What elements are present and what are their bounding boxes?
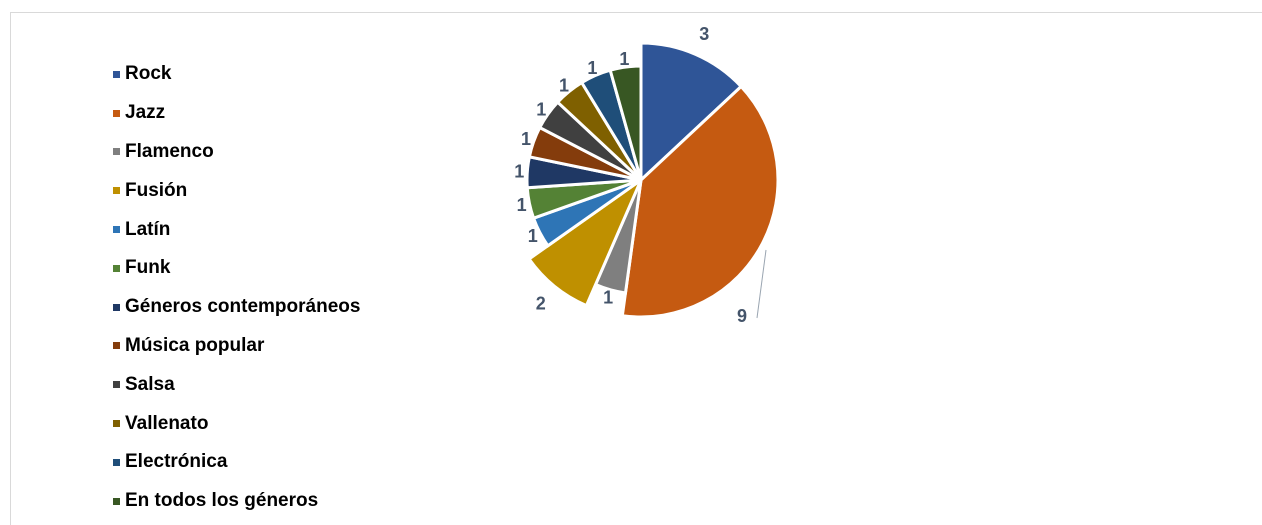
legend-item-rock: Rock xyxy=(113,55,360,94)
legend-label: Géneros contemporáneos xyxy=(125,296,361,318)
legend-swatch xyxy=(113,187,120,195)
legend-item-vallenato: Vallenato xyxy=(113,404,360,443)
pie-slice-jazz xyxy=(620,84,780,319)
pie-slice-fusion xyxy=(526,175,645,308)
chart-frame xyxy=(10,12,1262,525)
data-label-vallenato: 1 xyxy=(559,75,569,95)
data-label-musica-popular: 1 xyxy=(521,129,531,149)
data-label-flamenco: 1 xyxy=(603,288,613,308)
legend-label: Jazz xyxy=(125,102,166,124)
legend-item-funk: Funk xyxy=(113,249,360,288)
data-label-fusion: 2 xyxy=(536,293,546,313)
data-label-rock: 3 xyxy=(699,24,709,44)
legend-item-musica-popular: Música popular xyxy=(113,327,360,366)
legend-swatch xyxy=(113,420,120,428)
data-label-funk: 1 xyxy=(517,195,527,215)
chart-legend: Rock Jazz Flamenco Fusión Latín Funk Géneros c… xyxy=(113,55,360,521)
legend-label: Funk xyxy=(125,257,171,279)
legend-label: Electrónica xyxy=(125,451,228,473)
legend-item-flamenco: Flamenco xyxy=(113,133,360,172)
legend-swatch xyxy=(113,109,120,117)
legend-item-en-todos-los-generos: En todos los géneros xyxy=(113,482,360,521)
legend-item-electronica: Electrónica xyxy=(113,443,360,482)
legend-swatch xyxy=(113,70,120,78)
legend-label: En todos los géneros xyxy=(125,490,319,512)
legend-label: Vallenato xyxy=(125,412,209,434)
legend-item-fusion: Fusión xyxy=(113,171,360,210)
legend-item-jazz: Jazz xyxy=(113,94,360,133)
data-label-jazz: 9 xyxy=(737,306,747,326)
legend-label: Rock xyxy=(125,63,172,85)
legend-item-latin: Latín xyxy=(113,210,360,249)
legend-swatch xyxy=(113,264,120,272)
leader-line xyxy=(756,249,767,319)
legend-item-generos-contemporaneos: Géneros contemporáneos xyxy=(113,288,360,327)
data-label-latin: 1 xyxy=(528,226,538,246)
pie-slice-rock xyxy=(639,41,744,184)
legend-swatch xyxy=(113,226,120,234)
legend-label: Salsa xyxy=(125,373,175,395)
legend-label: Música popular xyxy=(125,334,265,356)
legend-swatch xyxy=(113,497,120,505)
data-label-generos-contemporaneos: 1 xyxy=(514,162,524,182)
data-label-electronica: 1 xyxy=(587,58,597,78)
data-label-en-todos-los-generos: 1 xyxy=(619,49,629,69)
legend-label: Latín xyxy=(125,218,171,240)
legend-swatch xyxy=(113,303,120,311)
legend-label: Flamenco xyxy=(125,140,214,162)
data-label-salsa: 1 xyxy=(536,100,546,120)
legend-swatch xyxy=(113,342,120,350)
pie-slice-en-todos-los-generos xyxy=(608,64,643,181)
legend-swatch xyxy=(113,148,120,156)
legend-item-salsa: Salsa xyxy=(113,365,360,404)
legend-swatch xyxy=(113,458,120,466)
legend-label: Fusión xyxy=(125,179,188,201)
legend-swatch xyxy=(113,381,120,389)
